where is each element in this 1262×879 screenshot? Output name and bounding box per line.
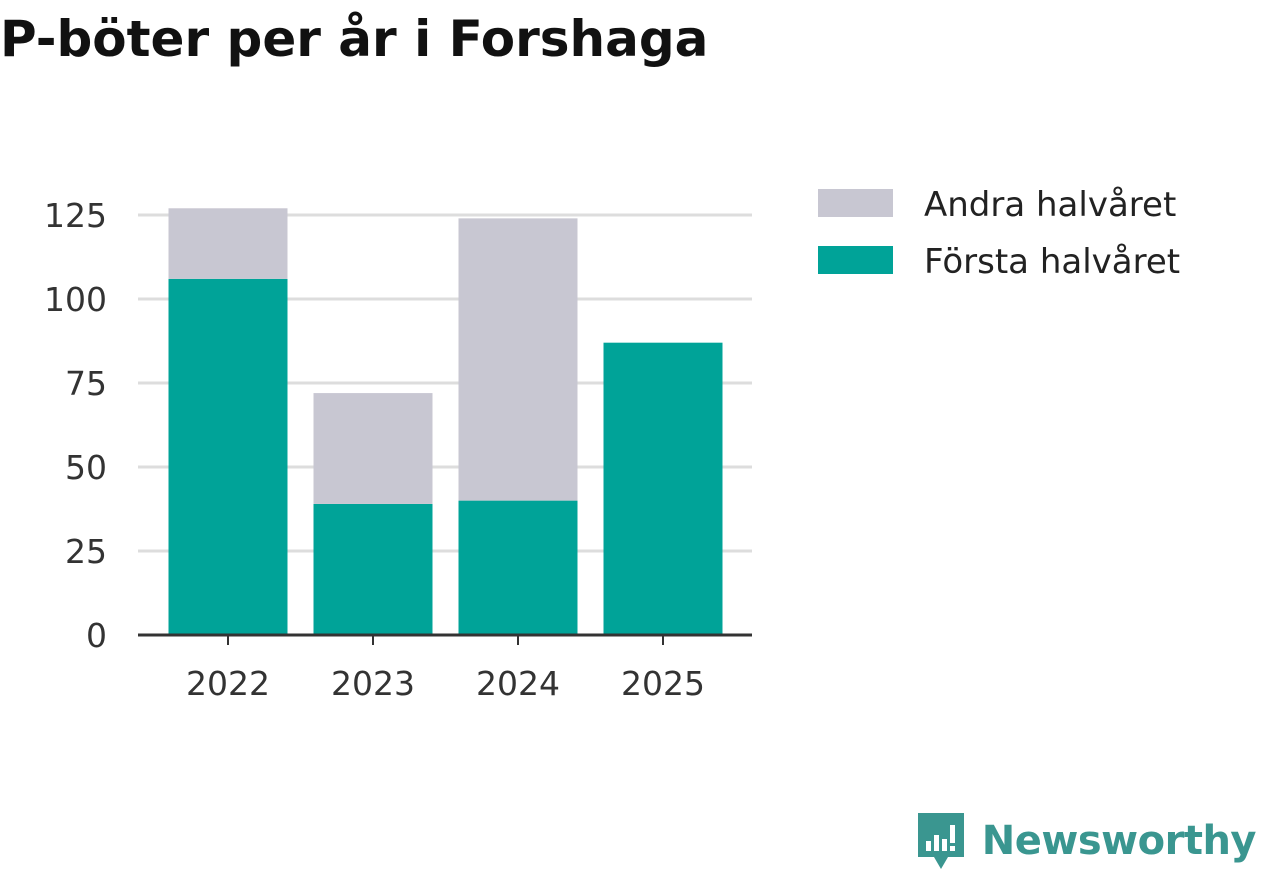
- y-tick-label: 100: [44, 280, 107, 319]
- bar-2022-forsta: [168, 278, 288, 635]
- newsworthy-logo-icon: [917, 813, 964, 869]
- y-tick-label: 75: [65, 364, 107, 403]
- x-tick-label: 2023: [331, 664, 415, 703]
- x-tick-label: 2025: [621, 664, 705, 703]
- bar-2023-andra: [313, 393, 433, 504]
- bar-2024-andra: [458, 218, 578, 501]
- legend-swatch: [818, 189, 893, 217]
- y-tick-label: 50: [65, 448, 107, 487]
- legend-label: Andra halvåret: [924, 185, 1176, 225]
- brand-name: Newsworthy: [981, 818, 1257, 864]
- x-tick-label: 2024: [476, 664, 560, 703]
- bar-2022-andra: [168, 208, 288, 279]
- y-tick-label: 125: [44, 196, 107, 235]
- legend-swatch: [818, 246, 893, 274]
- chart-title: P-böter per år i Forshaga: [0, 10, 709, 68]
- x-tick-label: 2022: [186, 664, 270, 703]
- y-tick-label: 25: [65, 532, 107, 571]
- legend-label: Första halvåret: [924, 242, 1180, 282]
- bar-2023-forsta: [313, 503, 433, 635]
- brand-logo: Newsworthy: [916, 811, 1257, 871]
- bar-2025-forsta: [603, 342, 723, 635]
- y-tick-label: 0: [86, 616, 107, 655]
- bar-2024-forsta: [458, 500, 578, 635]
